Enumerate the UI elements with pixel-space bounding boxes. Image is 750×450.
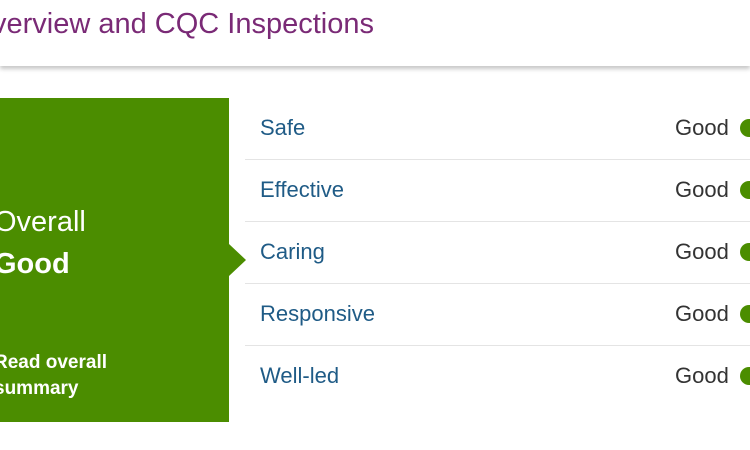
overall-rating-value: Good	[0, 248, 70, 280]
rating-link-well-led[interactable]: Well-led	[260, 363, 340, 388]
rating-row-safe: Safe Good	[245, 98, 750, 160]
rating-row-effective: Effective Good	[245, 160, 750, 222]
green-dot-icon	[740, 367, 750, 385]
rating-value: Good	[675, 301, 729, 326]
rating-link-safe[interactable]: Safe	[260, 115, 306, 140]
page-header: verview and CQC Inspections	[0, 0, 750, 66]
rating-value: Good	[675, 363, 729, 388]
page-title: verview and CQC Inspections	[0, 8, 374, 40]
overall-label: Overall	[0, 206, 86, 238]
overall-rating-panel[interactable]: Overall Good Read overall summary	[0, 98, 229, 422]
rating-row-responsive: Responsive Good	[245, 284, 750, 346]
rating-link-responsive[interactable]: Responsive	[260, 301, 375, 326]
panel-pointer-arrow-icon	[229, 244, 246, 276]
read-overall-summary-link[interactable]: Read overall summary	[0, 352, 107, 399]
rating-value: Good	[675, 115, 729, 140]
rating-row-well-led: Well-led Good	[245, 346, 750, 407]
rating-link-caring[interactable]: Caring	[260, 239, 325, 264]
rating-value: Good	[675, 239, 729, 264]
rating-value: Good	[675, 177, 729, 202]
green-dot-icon	[740, 119, 750, 137]
green-dot-icon	[740, 181, 750, 199]
green-dot-icon	[740, 243, 750, 261]
rating-link-effective[interactable]: Effective	[260, 177, 344, 202]
rating-row-caring: Caring Good	[245, 222, 750, 284]
ratings-list: Safe Good Effective Good Caring Good Res…	[245, 98, 750, 407]
green-dot-icon	[740, 305, 750, 323]
